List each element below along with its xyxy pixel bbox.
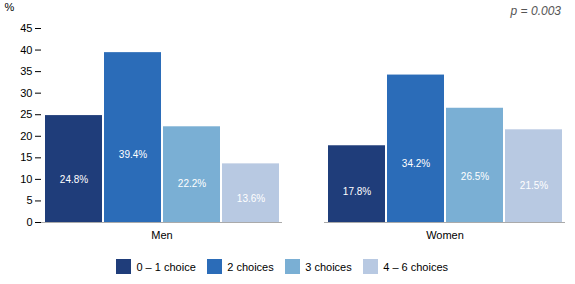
svg-text:40: 40 <box>20 44 32 56</box>
svg-text:35: 35 <box>20 65 32 77</box>
html-text:p = 0.003: p = 0.003 <box>510 4 561 18</box>
svg-text:Women: Women <box>426 229 464 241</box>
html-text:3 choices: 3 choices <box>305 260 352 273</box>
svg-text:13.6%: 13.6% <box>237 193 265 204</box>
svg-text:%: % <box>5 1 15 13</box>
svg-text:20: 20 <box>20 130 32 142</box>
svg-text:5: 5 <box>26 194 32 206</box>
html-text:2 choices: 2 choices <box>227 260 274 273</box>
svg-text:45: 45 <box>20 22 32 34</box>
html-text:4 – 6 choices: 4 – 6 choices <box>383 260 449 273</box>
svg-text:15: 15 <box>20 151 32 163</box>
svg-text:17.8%: 17.8% <box>343 186 371 197</box>
html-text:0 – 1 choice: 0 – 1 choice <box>136 260 196 273</box>
svg-text:30: 30 <box>20 87 32 99</box>
svg-text:22.2%: 22.2% <box>178 178 206 189</box>
svg-text:Men: Men <box>151 229 172 241</box>
svg-text:26.5%: 26.5% <box>461 171 489 182</box>
svg-text:34.2%: 34.2% <box>402 158 430 169</box>
svg-text:21.5%: 21.5% <box>520 180 548 191</box>
svg-text:0: 0 <box>26 216 32 228</box>
svg-text:24.8%: 24.8% <box>60 174 88 185</box>
svg-text:25: 25 <box>20 108 32 120</box>
svg-text:10: 10 <box>20 173 32 185</box>
svg-text:39.4%: 39.4% <box>119 149 147 160</box>
